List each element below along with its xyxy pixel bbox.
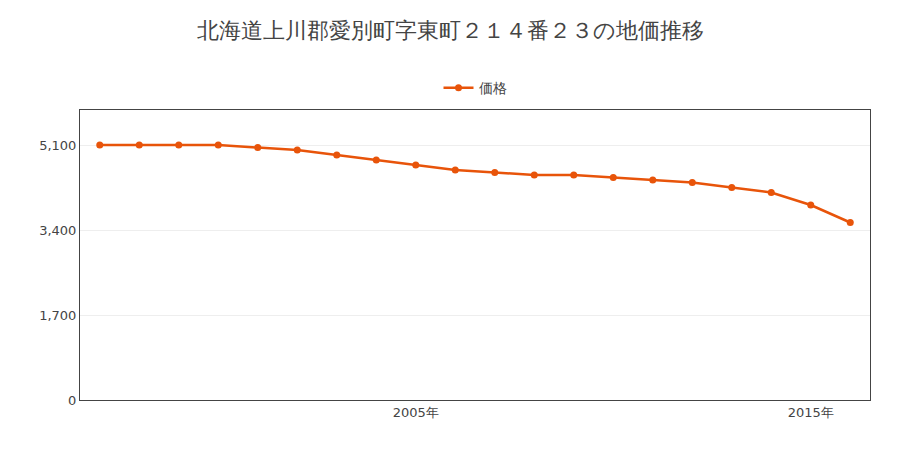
svg-text:3,400: 3,400	[39, 223, 76, 238]
svg-text:北海道上川郡愛別町字東町２１４番２３の地価推移: 北海道上川郡愛別町字東町２１４番２３の地価推移	[197, 18, 704, 43]
svg-text:1,700: 1,700	[39, 308, 76, 323]
svg-text:2015年: 2015年	[788, 405, 834, 420]
svg-text:2005年: 2005年	[393, 405, 439, 420]
svg-text:5,100: 5,100	[39, 138, 76, 153]
svg-text:価格: 価格	[479, 80, 507, 96]
svg-text:0: 0	[68, 393, 76, 408]
